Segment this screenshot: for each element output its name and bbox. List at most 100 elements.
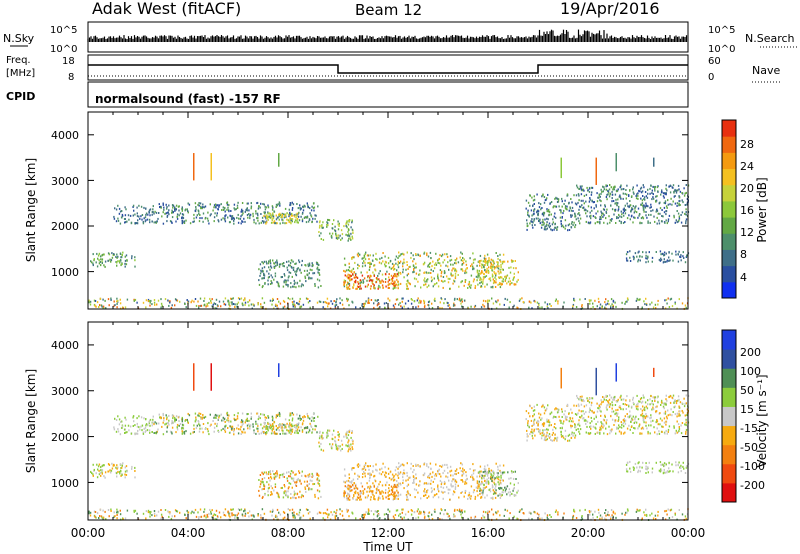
power-cell	[228, 210, 230, 213]
power-cell	[119, 252, 122, 255]
velocity-cell	[424, 482, 426, 485]
power-cell	[301, 264, 303, 267]
velocity-cell	[239, 428, 242, 431]
velocity-cell	[394, 483, 397, 486]
velocity-cell	[169, 430, 172, 433]
power-cell	[626, 297, 629, 300]
velocity-cell	[263, 431, 265, 433]
velocity-cell	[361, 485, 364, 488]
power-cell	[632, 255, 635, 258]
power-colorbar-swatch	[722, 152, 736, 170]
power-cell	[152, 211, 154, 214]
power-cell	[572, 305, 574, 308]
power-cell	[278, 215, 280, 218]
power-cell	[480, 281, 483, 284]
power-cell	[492, 282, 495, 285]
power-cell	[116, 297, 118, 300]
power-cell	[504, 275, 506, 278]
power-cell	[279, 222, 281, 225]
power-cell	[583, 194, 586, 197]
velocity-cell	[392, 493, 394, 496]
power-cell	[230, 301, 232, 304]
power-cell	[372, 254, 374, 257]
power-cell	[368, 298, 370, 301]
power-cell	[392, 283, 394, 285]
velocity-cell	[476, 490, 478, 493]
power-cell	[142, 220, 144, 223]
power-cell	[120, 264, 122, 267]
power-cell	[345, 223, 347, 225]
velocity-cell	[481, 480, 483, 483]
power-cell	[380, 281, 382, 284]
power-cell	[683, 187, 685, 190]
power-cell	[464, 272, 466, 275]
power-cell	[406, 287, 408, 290]
power-cell	[497, 261, 499, 264]
power-cell	[555, 216, 557, 219]
power-cell	[663, 211, 666, 214]
power-cell	[546, 303, 549, 306]
power-cell	[349, 237, 352, 240]
velocity-cell	[472, 463, 474, 466]
power-cell	[401, 306, 403, 309]
power-cell	[657, 190, 659, 193]
velocity-cell	[457, 484, 459, 487]
power-cell	[291, 201, 293, 204]
power-cell	[93, 259, 95, 262]
power-cell	[410, 256, 412, 259]
power-cell	[168, 304, 170, 307]
power-cell	[393, 287, 395, 290]
power-cell	[263, 260, 266, 263]
velocity-cell	[497, 478, 500, 481]
power-cell	[272, 297, 274, 300]
power-cell	[634, 210, 636, 213]
power-cell	[181, 207, 184, 210]
velocity-cell	[310, 424, 312, 427]
power-cell	[437, 277, 439, 280]
power-cell	[279, 263, 281, 266]
velocity-cell	[475, 486, 478, 489]
power-cell	[228, 303, 230, 306]
velocity-cell	[373, 474, 376, 477]
power-cell	[403, 276, 405, 279]
velocity-cell	[500, 476, 502, 479]
velocity-cell	[120, 470, 122, 473]
power-cell	[584, 298, 586, 300]
power-cell	[685, 306, 687, 309]
velocity-cell	[501, 491, 503, 494]
velocity-cell	[493, 478, 496, 481]
power-cell	[313, 272, 316, 275]
power-cell	[178, 214, 180, 217]
power-cell	[218, 220, 220, 223]
power-cell	[437, 273, 439, 276]
power-cell	[98, 262, 101, 265]
velocity-cell	[413, 488, 416, 491]
power-cell	[100, 264, 102, 267]
velocity-cell	[297, 432, 299, 435]
velocity-cell	[278, 424, 280, 427]
power-cell	[586, 215, 588, 218]
velocity-cell	[351, 467, 353, 470]
power-cell	[447, 277, 449, 280]
velocity-cell	[326, 431, 328, 434]
power-cell	[644, 191, 647, 193]
velocity-cell	[469, 468, 471, 470]
power-cell	[640, 203, 643, 206]
power-cell	[272, 215, 275, 218]
velocity-cell	[493, 481, 495, 484]
power-cell	[596, 192, 598, 195]
velocity-cell	[97, 468, 99, 471]
power-cell	[378, 278, 380, 281]
power-cell	[232, 297, 234, 300]
velocity-cell	[350, 436, 352, 439]
power-cell	[488, 266, 490, 269]
power-cell	[499, 260, 502, 263]
power-cell	[531, 224, 533, 227]
power-cell	[311, 265, 313, 268]
power-cell	[343, 281, 345, 284]
velocity-cell	[304, 486, 306, 489]
power-cell	[468, 282, 471, 285]
velocity-cell	[267, 490, 269, 493]
velocity-cell	[431, 475, 433, 478]
velocity-cell	[260, 413, 262, 416]
